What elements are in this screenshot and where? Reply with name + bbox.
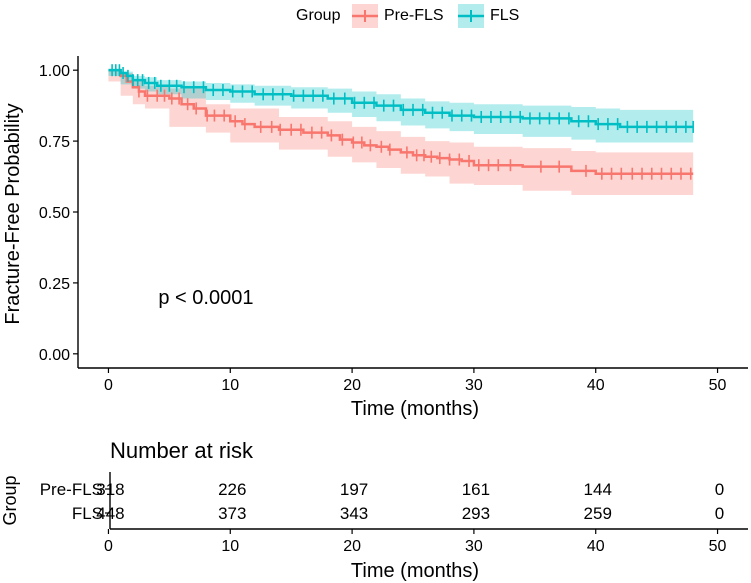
risk-cell-pre-fls: 197 — [340, 480, 368, 499]
risk-x-tick-label: 20 — [343, 538, 361, 555]
risk-x-tick-label: 30 — [465, 538, 483, 555]
risk-cell-pre-fls: 318 — [96, 480, 124, 499]
x-tick-label: 30 — [465, 377, 483, 394]
risk-table-title: Number at risk — [110, 438, 254, 463]
curve-fls — [108, 68, 694, 129]
risk-cell-fls: 293 — [462, 504, 490, 523]
risk-cell-pre-fls: 226 — [218, 480, 246, 499]
y-tick-label: 0.75 — [39, 134, 70, 151]
legend-title: Group — [296, 7, 341, 24]
risk-row-label-pre-fls: Pre-FLS — [40, 480, 103, 499]
y-tick-label: 1.00 — [39, 63, 70, 80]
risk-cell-pre-fls: 144 — [584, 480, 612, 499]
legend: Group Pre-FLS FLS — [296, 4, 519, 28]
y-axis-label: Fracture-Free Probability — [2, 103, 24, 324]
risk-x-tick-label: 0 — [104, 538, 113, 555]
confidence-bands — [108, 70, 694, 195]
x-axis-label: Time (months) — [351, 398, 479, 420]
y-tick-label: 0.50 — [39, 205, 70, 222]
risk-cell-pre-fls: 161 — [462, 480, 490, 499]
x-tick-label: 20 — [343, 377, 361, 394]
band-pre-fls — [108, 70, 694, 195]
risk-cell-fls: 448 — [96, 504, 124, 523]
y-tick-label: 0.00 — [39, 347, 70, 364]
risk-cell-pre-fls: 0 — [715, 480, 724, 499]
x-tick-label: 40 — [587, 377, 605, 394]
risk-x-tick-label: 40 — [587, 538, 605, 555]
p-value-annotation: p < 0.0001 — [158, 287, 253, 309]
risk-x-tick-label: 50 — [709, 538, 727, 555]
risk-table-x-label: Time (months) — [351, 560, 479, 582]
x-tick-label: 50 — [709, 377, 727, 394]
x-tick-label: 10 — [221, 377, 239, 394]
main-axes: 0.00 0.25 0.50 0.75 1.00 0 10 20 30 40 50 — [39, 56, 748, 394]
risk-cell-fls: 0 — [715, 504, 724, 523]
legend-label-fls: FLS — [490, 7, 519, 24]
censor-marks — [111, 64, 694, 180]
y-tick-label: 0.25 — [39, 276, 70, 293]
legend-label-pre-fls: Pre-FLS — [384, 7, 444, 24]
risk-table-y-label: Group — [0, 475, 20, 525]
risk-x-tick-label: 10 — [221, 538, 239, 555]
risk-cell-fls: 373 — [218, 504, 246, 523]
risk-cell-fls: 259 — [584, 504, 612, 523]
risk-row-label-fls: FLS — [72, 504, 103, 523]
risk-cell-fls: 343 — [340, 504, 368, 523]
x-tick-label: 0 — [104, 377, 113, 394]
